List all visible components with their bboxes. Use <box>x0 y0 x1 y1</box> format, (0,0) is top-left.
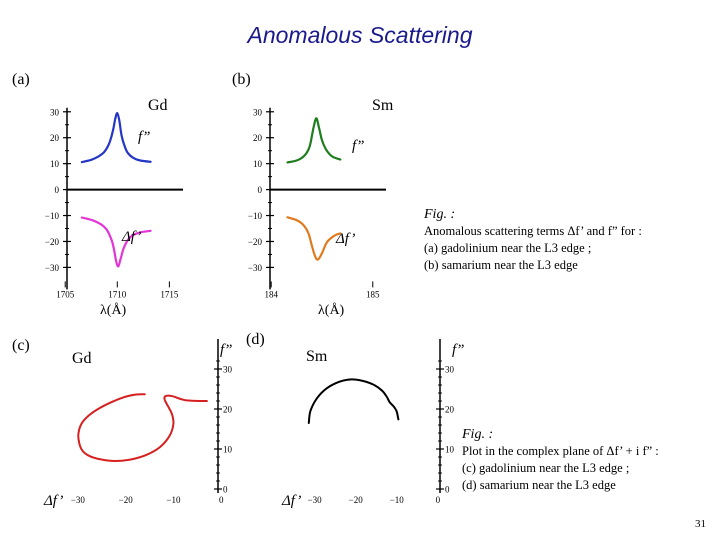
caption-top: Fig. : Anomalous scattering terms Δf’ an… <box>424 206 714 274</box>
y-tick-label-a: −20 <box>45 237 60 247</box>
y-axis-name-d: f” <box>452 342 465 358</box>
x-axis-label-a: λ(Å) <box>100 302 127 318</box>
x-tick-label-d: 0 <box>436 495 441 505</box>
fpp-label-a: f” <box>138 129 151 145</box>
page-title: Anomalous Scattering <box>247 22 473 48</box>
y-tick-label-b: 20 <box>253 133 263 143</box>
panel-label-d: (d) <box>246 331 265 348</box>
series-c-complex <box>77 393 208 462</box>
element-label-c: Gd <box>72 350 92 367</box>
panel-label-a: (a) <box>12 71 30 88</box>
x-tick-label-a: 1715 <box>160 289 179 299</box>
x-tick-label-c: 0 <box>219 495 224 505</box>
series-a-f2 <box>80 112 152 164</box>
y-tick-label-d: 0 <box>445 485 450 495</box>
dfp-label-a: Δf’ <box>121 229 141 245</box>
x-tick-label-d: −10 <box>390 495 405 505</box>
y-tick-label-a: 30 <box>50 107 60 117</box>
dfp-label-b: Δf’ <box>335 231 355 247</box>
x-tick-label-a: 1705 <box>56 289 75 299</box>
y-tick-label-c: 30 <box>223 365 233 375</box>
y-axis-name-c: f” <box>220 342 233 358</box>
element-label-d: Sm <box>306 348 328 365</box>
element-label-b: Sm <box>372 97 394 114</box>
y-tick-label-a: −30 <box>45 263 60 273</box>
y-tick-label-b: 10 <box>253 159 263 169</box>
y-tick-label-a: 0 <box>55 185 60 195</box>
y-tick-label-b: −10 <box>248 211 263 221</box>
fpp-label-b: f” <box>352 138 365 154</box>
y-tick-label-d: 20 <box>445 405 455 415</box>
element-label-a: Gd <box>148 97 168 114</box>
y-tick-label-d: 10 <box>445 445 455 455</box>
series-a-df1 <box>80 216 152 268</box>
caption-bottom-head: Fig. : <box>462 427 494 442</box>
y-tick-label-b: −20 <box>248 237 263 247</box>
x-tick-label-b: 184 <box>264 289 278 299</box>
y-tick-label-c: 10 <box>223 445 233 455</box>
x-tick-label-b: 185 <box>366 289 380 299</box>
y-tick-label-d: 30 <box>445 365 455 375</box>
y-tick-label-b: 30 <box>253 107 263 117</box>
caption-top-line2: (a) gadolinium near the L3 edge ; <box>424 241 592 255</box>
y-tick-label-c: 0 <box>223 485 228 495</box>
x-tick-label-a: 1710 <box>108 289 127 299</box>
caption-top-line1: Anomalous scattering terms Δf’ and f” fo… <box>424 224 642 238</box>
y-tick-label-a: 20 <box>50 133 60 143</box>
x-tick-label-d: −20 <box>349 495 364 505</box>
caption-top-line3: (b) samarium near the L3 edge <box>424 258 578 272</box>
caption-bottom-line1: Plot in the complex plane of Δf’ + i f” … <box>462 444 659 458</box>
y-tick-label-a: −10 <box>45 211 60 221</box>
y-tick-label-b: 0 <box>258 185 263 195</box>
caption-bottom-line2: (c) gadolinium near the L3 edge ; <box>462 461 630 475</box>
caption-bottom-line3: (d) samarium near the L3 edge <box>462 478 616 492</box>
caption-top-head: Fig. : <box>424 207 456 222</box>
panel-label-c: (c) <box>12 337 30 354</box>
x-axis-name-c: Δf’ <box>43 493 63 509</box>
page-number: 31 <box>695 518 706 530</box>
x-tick-label-c: −10 <box>166 495 181 505</box>
y-tick-label-c: 20 <box>223 405 233 415</box>
x-axis-name-d: Δf’ <box>281 493 301 509</box>
x-tick-label-c: −20 <box>119 495 134 505</box>
y-tick-label-a: 10 <box>50 159 60 169</box>
series-b-df1 <box>286 216 342 261</box>
x-tick-label-d: −30 <box>308 495 323 505</box>
series-d-complex <box>307 378 400 424</box>
y-tick-label-b: −30 <box>248 263 263 273</box>
x-tick-label-c: −30 <box>71 495 86 505</box>
caption-bottom: Fig. : Plot in the complex plane of Δf’ … <box>462 426 712 494</box>
series-b-f2 <box>286 117 342 164</box>
panel-label-b: (b) <box>232 71 251 88</box>
x-axis-label-b: λ(Å) <box>318 302 345 318</box>
